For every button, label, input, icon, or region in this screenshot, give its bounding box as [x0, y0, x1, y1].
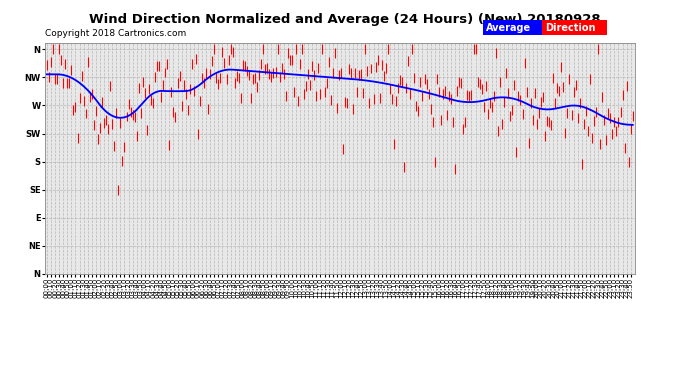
- Text: Wind Direction Normalized and Average (24 Hours) (New) 20180928: Wind Direction Normalized and Average (2…: [89, 13, 601, 26]
- Text: Average: Average: [486, 23, 531, 33]
- Text: Direction: Direction: [545, 23, 595, 33]
- Text: Copyright 2018 Cartronics.com: Copyright 2018 Cartronics.com: [45, 28, 186, 38]
